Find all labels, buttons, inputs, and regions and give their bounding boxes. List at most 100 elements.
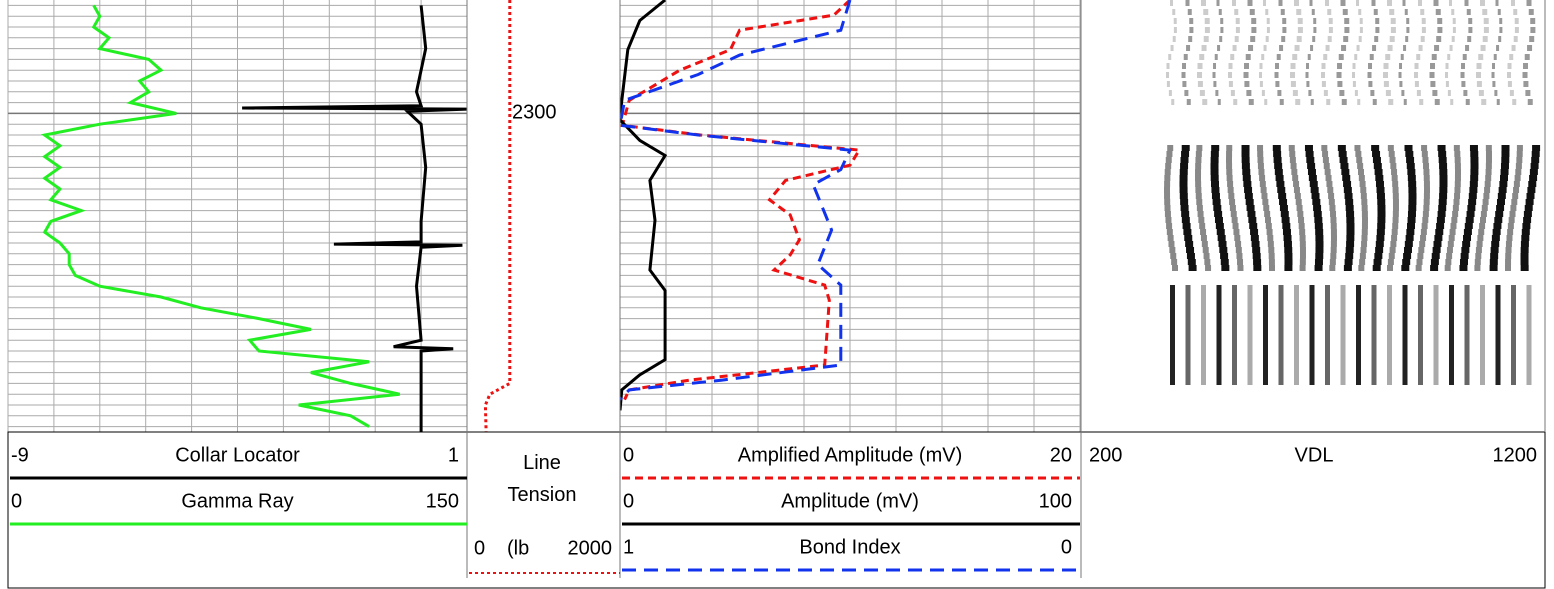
vdl-wave (1375, 181, 1384, 187)
vdl-wave (1404, 145, 1413, 151)
vdl-wave (1323, 90, 1328, 96)
vdl-wave (1500, 163, 1509, 169)
vdl-wave (1373, 259, 1382, 265)
vdl-wave (1387, 285, 1392, 385)
vdl-wave (1309, 181, 1318, 187)
vdl-wave (1508, 217, 1515, 223)
vdl-wave (1283, 241, 1292, 247)
vdl-wave (1423, 175, 1430, 181)
vdl-wave (1505, 253, 1512, 259)
vdl-wave (1195, 181, 1202, 187)
vdl-wave (1407, 223, 1416, 229)
vdl-wave (1520, 253, 1529, 259)
vdl-wave (1357, 163, 1364, 169)
vdl-wave (1495, 211, 1504, 217)
vdl-wave (1330, 235, 1337, 241)
vdl-wave (1470, 169, 1479, 175)
vdl-wave (1216, 0, 1220, 6)
vdl-wave (1253, 259, 1262, 265)
vdl-wave (1307, 54, 1311, 60)
vdl-wave (1360, 187, 1367, 193)
vdl-wave (1321, 72, 1326, 78)
vdl-wave (1235, 27, 1240, 33)
vdl-wave (1265, 223, 1272, 229)
vdl-wave (1211, 145, 1220, 151)
vdl-wave (1250, 36, 1256, 42)
curve (483, 0, 512, 432)
vdl-wave (1377, 205, 1386, 211)
vdl-wave (1523, 63, 1529, 69)
vdl-wave (1346, 217, 1355, 223)
vdl-wave (1374, 253, 1383, 259)
vdl-wave (1433, 241, 1442, 247)
vdl-wave (1361, 229, 1368, 235)
vdl-wave (1498, 187, 1507, 193)
vdl-wave (1284, 253, 1293, 259)
vdl-wave (1359, 27, 1363, 33)
vdl-wave (1401, 265, 1410, 271)
vdl-wave (1446, 253, 1453, 259)
vdl-wave (1520, 259, 1529, 265)
vdl-wave (1324, 169, 1331, 175)
vdl-wave (1385, 90, 1391, 96)
vdl-wave (1195, 193, 1202, 199)
vdl-wave (1474, 265, 1481, 271)
vdl-wave (1361, 223, 1368, 229)
vdl-wave (1454, 181, 1461, 187)
vdl-wave (1476, 81, 1482, 87)
vdl-wave (1173, 18, 1177, 24)
vdl-wave (1406, 18, 1410, 24)
vdl-wave (1199, 223, 1206, 229)
vdl-wave (1294, 0, 1299, 6)
vdl-wave (1415, 265, 1422, 271)
vdl-wave (1373, 9, 1378, 15)
vdl-wave (1321, 63, 1326, 69)
vdl-wave (1509, 90, 1514, 96)
vdl-wave (1226, 145, 1233, 151)
vdl-wave (1237, 259, 1244, 265)
vdl-wave (1248, 99, 1254, 105)
vdl-wave (1491, 235, 1500, 241)
vdl-wave (1341, 169, 1350, 175)
vdl-wave (1219, 247, 1228, 253)
vdl-wave (1414, 81, 1419, 87)
vdl-wave (1432, 90, 1438, 96)
vdl-wave (1228, 193, 1235, 199)
vdl-wave (1451, 9, 1455, 15)
vdl-wave (1166, 151, 1173, 157)
vdl-wave (1170, 45, 1174, 51)
vdl-wave (1226, 157, 1233, 163)
vdl-wave (1439, 193, 1448, 199)
vdl-wave (1307, 169, 1316, 175)
vdl-wave (1358, 169, 1365, 175)
vdl-wave (1372, 157, 1381, 163)
vdl-wave (1450, 223, 1457, 229)
vdl-wave (1169, 247, 1176, 253)
vdl-wave (1306, 157, 1315, 163)
vdl-wave (1247, 285, 1253, 385)
vdl-wave (1259, 175, 1266, 181)
vdl-wave (1383, 81, 1389, 87)
vdl-wave (1462, 54, 1467, 60)
vdl-wave (1529, 169, 1538, 175)
vdl-wave (1290, 72, 1296, 78)
vdl-wave (1234, 9, 1239, 15)
vdl-wave (1257, 163, 1264, 169)
vdl-wave (1431, 54, 1437, 60)
vdl-wave (1516, 157, 1523, 163)
vdl-wave (1523, 211, 1532, 217)
vdl-wave (1327, 9, 1332, 15)
vdl-wave (1211, 181, 1220, 187)
vdl-wave (1196, 145, 1203, 151)
vdl-wave (1383, 72, 1389, 78)
vdl-wave (1484, 181, 1491, 187)
vdl-wave (1501, 157, 1510, 163)
vdl-wave (1437, 27, 1443, 33)
vdl-wave (1527, 99, 1533, 105)
vdl-wave (1278, 0, 1283, 6)
vdl-wave (1467, 36, 1472, 42)
vdl-wave (1171, 99, 1175, 105)
vdl-wave (1485, 175, 1492, 181)
curve-name: Amplitude (mV) (781, 490, 919, 512)
vdl-wave (1232, 285, 1237, 385)
